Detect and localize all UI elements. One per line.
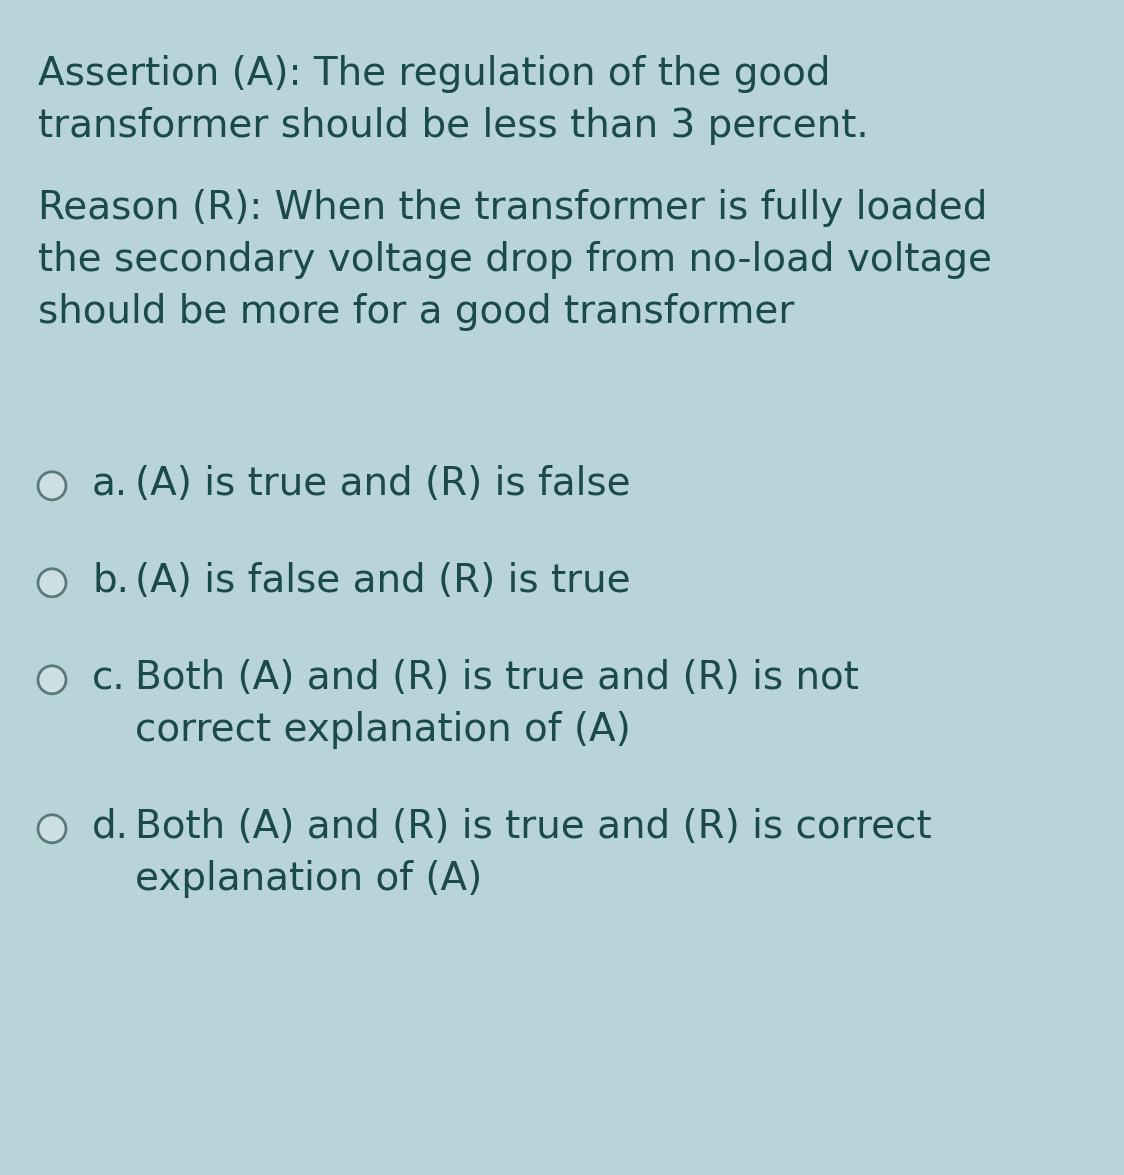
- Text: d.: d.: [92, 808, 129, 846]
- Text: c.: c.: [92, 659, 126, 697]
- Ellipse shape: [38, 666, 66, 693]
- Text: Both (A) and (R) is true and (R) is correct: Both (A) and (R) is true and (R) is corr…: [135, 808, 932, 846]
- Text: should be more for a good transformer: should be more for a good transformer: [38, 293, 795, 331]
- Text: explanation of (A): explanation of (A): [135, 860, 482, 898]
- Text: the secondary voltage drop from no-load voltage: the secondary voltage drop from no-load …: [38, 241, 992, 278]
- Ellipse shape: [38, 569, 66, 597]
- Ellipse shape: [38, 472, 66, 499]
- Text: correct explanation of (A): correct explanation of (A): [135, 711, 631, 748]
- Text: (A) is true and (R) is false: (A) is true and (R) is false: [135, 465, 631, 503]
- Text: b.: b.: [92, 562, 129, 600]
- Text: Assertion (A): The regulation of the good: Assertion (A): The regulation of the goo…: [38, 55, 831, 93]
- Text: transformer should be less than 3 percent.: transformer should be less than 3 percen…: [38, 107, 869, 145]
- Text: Both (A) and (R) is true and (R) is not: Both (A) and (R) is true and (R) is not: [135, 659, 859, 697]
- Text: Reason (R): When the transformer is fully loaded: Reason (R): When the transformer is full…: [38, 189, 987, 227]
- Text: a.: a.: [92, 465, 128, 503]
- Text: (A) is false and (R) is true: (A) is false and (R) is true: [135, 562, 631, 600]
- Ellipse shape: [38, 814, 66, 842]
